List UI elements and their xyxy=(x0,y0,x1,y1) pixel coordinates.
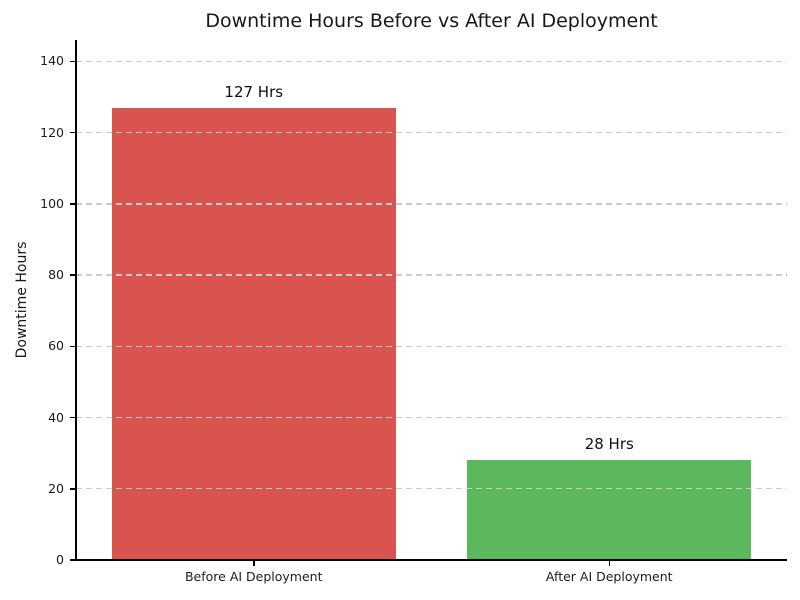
x-tick-mark-1 xyxy=(608,560,610,566)
x-tick-label-0: Before AI Deployment xyxy=(184,569,323,584)
bar-1 xyxy=(467,460,752,560)
y-tick-mark-60 xyxy=(70,345,76,348)
plot-area: 0 20 40 60 80 100 120 140 127 Hrs Before AI Deplo… xyxy=(40,40,787,584)
x-tick-label-1: After AI Deployment xyxy=(545,569,673,584)
y-axis-spine xyxy=(75,40,77,560)
gridline-y-40 xyxy=(76,416,787,419)
y-tick-label-20: 20 xyxy=(48,480,64,496)
y-tick-label-40: 40 xyxy=(48,409,64,425)
y-tick-mark-40 xyxy=(70,416,76,419)
y-tick-mark-120 xyxy=(70,131,76,134)
gridline-y-20 xyxy=(76,488,787,490)
y-tick-mark-140 xyxy=(70,60,76,63)
y-tick-label-60: 60 xyxy=(48,338,64,354)
y-tick-mark-100 xyxy=(70,203,76,205)
y-tick-mark-20 xyxy=(70,488,76,490)
chart-title: Downtime Hours Before vs After AI Deploy… xyxy=(205,10,658,32)
bar-value-label-1: 28 Hrs xyxy=(584,435,634,454)
bar-0 xyxy=(111,107,396,560)
x-tick-mark-0 xyxy=(253,560,255,566)
y-tick-label-80: 80 xyxy=(48,267,64,283)
gridline-y-80 xyxy=(76,274,787,276)
gridline-y-140 xyxy=(76,60,787,63)
y-tick-label-0: 0 xyxy=(56,552,64,567)
gridline-y-120 xyxy=(76,131,787,134)
y-tick-mark-80 xyxy=(70,274,76,276)
y-tick-label-120: 120 xyxy=(40,124,64,140)
y-tick-label-100: 100 xyxy=(40,195,64,211)
y-tick-mark-0 xyxy=(70,559,76,561)
gridline-y-60 xyxy=(76,345,787,347)
gridline-y-100 xyxy=(76,203,787,205)
bar-value-label-0: 127 Hrs xyxy=(224,82,284,101)
y-tick-label-140: 140 xyxy=(40,53,64,69)
x-axis-spine xyxy=(75,559,787,561)
